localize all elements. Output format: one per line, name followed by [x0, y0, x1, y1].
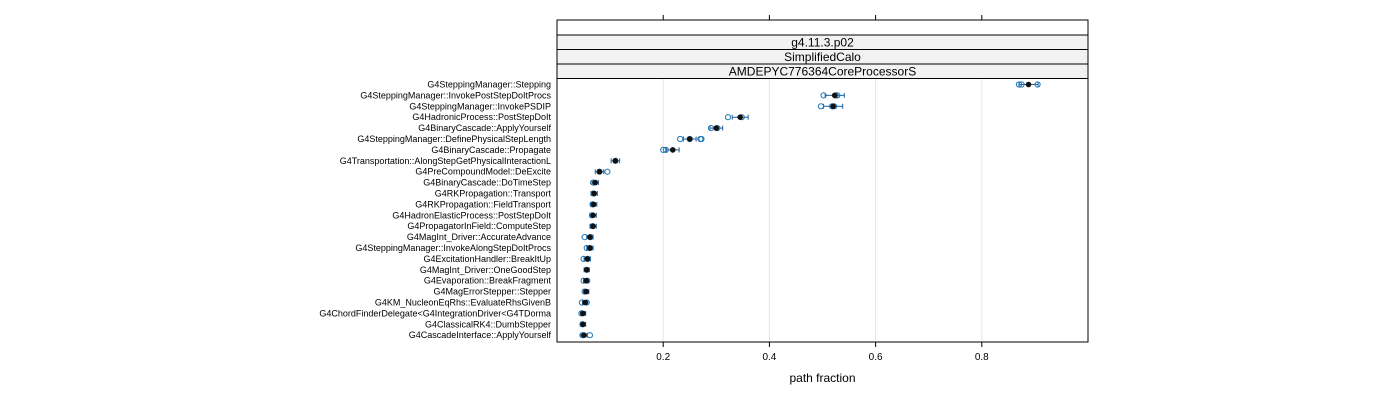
run-point	[604, 168, 611, 175]
mean-point	[580, 310, 586, 317]
mean-point	[596, 168, 603, 175]
category-label: G4MagInt_Driver::OneGoodStep	[420, 265, 551, 275]
mean-point	[713, 125, 720, 131]
category-label: G4HadronicProcess::PostStepDoIt	[412, 112, 551, 122]
mean-point	[580, 321, 586, 328]
error-bars	[579, 82, 1039, 338]
x-tick-label: 0.2	[656, 352, 670, 363]
x-axis-ticks: 0.2 0.4 0.6 0.8	[656, 15, 989, 363]
mean-point	[590, 201, 597, 208]
mean-points	[580, 81, 1032, 339]
mean-point	[587, 234, 593, 240]
category-label: G4BinaryCascade::ApplyYourself	[418, 123, 551, 133]
x-axis-title: path fraction	[789, 371, 855, 385]
run-point	[660, 146, 667, 153]
category-labels: G4SteppingManager::SteppingG4SteppingMan…	[319, 80, 551, 341]
category-label: G4CascadeInterface::ApplyYourself	[409, 330, 552, 340]
run-point	[1018, 81, 1025, 88]
mean-point	[830, 103, 836, 110]
mean-point	[591, 190, 597, 197]
category-label: G4RKPropagation::FieldTransport	[415, 199, 551, 209]
grid-lines	[662, 78, 983, 342]
run-point	[1015, 81, 1023, 88]
run-point	[698, 135, 705, 143]
x-tick-label: 0.6	[869, 352, 883, 363]
category-label: G4ExcitationHandler::BreakItUp	[423, 254, 551, 264]
category-label: G4Evaporation::BreakFragment	[424, 276, 552, 286]
mean-point	[592, 179, 599, 186]
mean-point	[584, 256, 591, 262]
run-points	[578, 81, 1041, 339]
mean-point	[669, 147, 676, 153]
category-label: G4PropagatorInField::ComputeStep	[407, 221, 551, 231]
run-point	[586, 332, 594, 339]
category-label: G4PreCompoundModel::DeExcite	[415, 167, 551, 177]
category-label: G4SteppingManager::InvokePostStepDoItPro…	[360, 90, 551, 100]
mean-point	[583, 277, 590, 284]
mean-point	[583, 267, 590, 273]
mean-point	[831, 92, 838, 99]
strip-label: SimplifiedCalo	[784, 50, 861, 64]
mean-point	[612, 158, 619, 164]
category-label: G4HadronElasticProcess::PostStepDoIt	[392, 210, 551, 220]
strip-label: g4.11.3.p02	[791, 36, 854, 50]
mean-point	[582, 299, 588, 306]
mean-point	[590, 223, 596, 229]
category-label: G4Transportation::AlongStepGetPhysicalIn…	[340, 156, 551, 166]
mean-point	[581, 332, 587, 339]
category-label: G4BinaryCascade::Propagate	[431, 145, 551, 155]
category-label: G4SteppingManager::Stepping	[427, 80, 551, 90]
strip-label: AMDEPYC776364CoreProcessorS	[729, 65, 916, 79]
category-label: G4RKPropagation::Transport	[435, 189, 552, 199]
run-point	[1034, 81, 1041, 88]
category-label: G4KM_NucleonEqRhs::EvaluateRhsGivenB	[375, 298, 551, 308]
run-point	[662, 146, 669, 153]
run-point	[724, 114, 732, 121]
category-label: G4BinaryCascade::DoTimeStep	[423, 178, 551, 188]
run-point	[817, 103, 825, 110]
strip-headers: g4.11.3.p02SimplifiedCaloAMDEPYC776364Co…	[556, 34, 1089, 79]
mean-point	[587, 245, 593, 251]
category-label: G4MagInt_Driver::AccurateAdvance	[407, 232, 551, 242]
category-label: G4SteppingManager::DefinePhysicalStepLen…	[357, 134, 551, 144]
category-label: G4SteppingManager::InvokePSDIP	[409, 101, 551, 111]
x-tick-label: 0.8	[975, 352, 989, 363]
run-point	[677, 135, 684, 143]
category-label: G4MagErrorStepper::Stepper	[433, 287, 551, 297]
mean-point	[590, 212, 596, 219]
mean-point	[1025, 81, 1032, 88]
category-label: G4ChordFinderDelegate<G4IntegrationDrive…	[319, 308, 551, 318]
x-tick-label: 0.4	[762, 352, 776, 363]
category-label: G4ClassicalRK4::DumbStepper	[425, 319, 551, 329]
mean-point	[737, 114, 743, 120]
run-point	[820, 92, 827, 99]
mean-point	[583, 288, 590, 295]
mean-point	[686, 136, 693, 142]
category-label: G4SteppingManager::InvokeAlongStepDoItPr…	[355, 243, 551, 253]
panel-frame	[556, 19, 1089, 343]
